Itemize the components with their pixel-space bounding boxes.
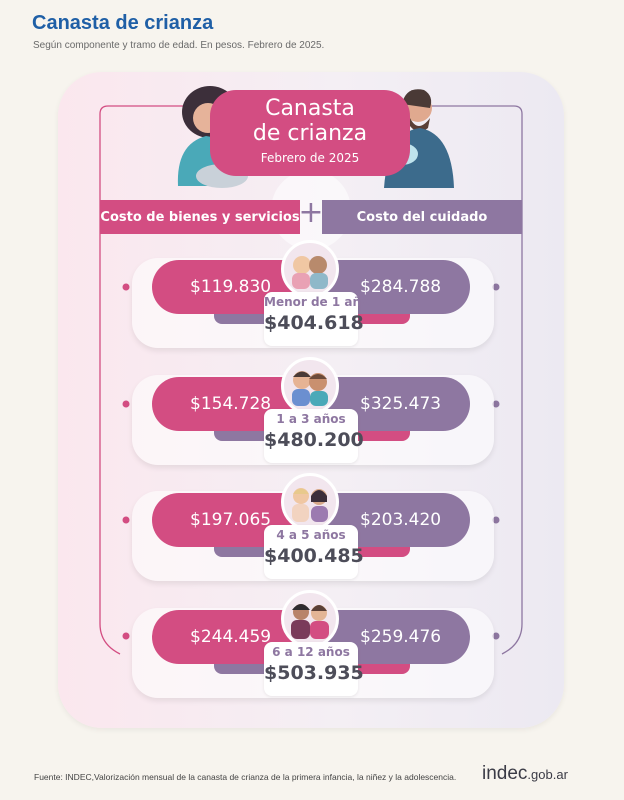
indec-logo[interactable]: indec.gob.ar [482,763,568,785]
school-children-illustration [281,590,339,648]
title-line-1: Canasta [265,96,355,121]
age-total-box: 6 a 12 años $503.935 [264,642,364,696]
title-date: Febrero de 2025 [260,151,360,165]
age-group-label: 6 a 12 años [272,645,350,659]
title-line-2: de crianza [252,121,368,146]
care-cost-category: Costo del cuidado [322,200,522,234]
age-group-label: Menor de 1 año [264,295,370,309]
total-cost-value: $503.935 [264,662,364,684]
preschool-children-illustration [281,473,339,531]
toddlers-illustration [281,357,339,415]
page-title: Canasta de crianza [32,12,214,34]
age-group-label: 4 a 5 años [276,528,346,542]
logo-domain-text: .gob.ar [527,767,568,782]
age-group-label: 1 a 3 años [276,412,346,426]
source-note: Fuente: INDEC,Valorización mensual de la… [34,772,457,782]
infant-twins-illustration [281,240,339,298]
age-total-box: 1 a 3 años $480.200 [264,409,364,463]
total-cost-value: $480.200 [264,429,364,451]
total-cost-value: $400.485 [264,545,364,567]
infographic-title: Canasta de crianza Febrero de 2025 [210,90,410,176]
logo-main-text: indec [482,763,528,784]
plus-icon: + [298,195,324,230]
goods-services-category: Costo de bienes y servicios [100,200,300,234]
age-total-box: 4 a 5 años $400.485 [264,525,364,579]
total-cost-value: $404.618 [264,312,364,334]
age-total-box: Menor de 1 año $404.618 [264,292,370,346]
page-subtitle: Según componente y tramo de edad. En pes… [33,40,325,51]
